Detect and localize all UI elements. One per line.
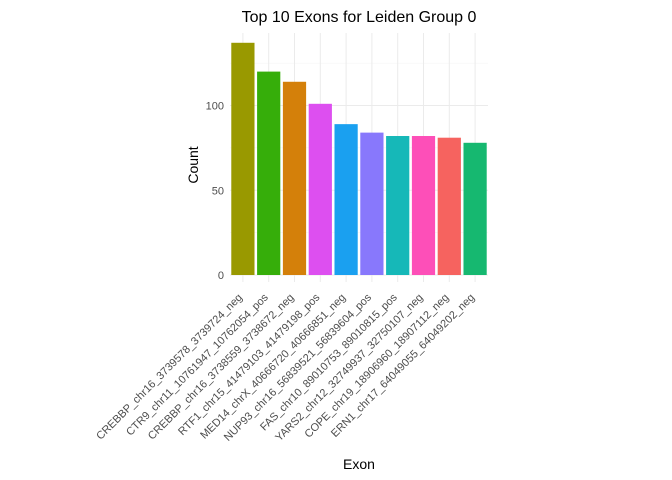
- bar-9: [437, 137, 461, 275]
- bars-group: [231, 42, 487, 276]
- bar-4: [308, 103, 332, 276]
- x-axis-title: Exon: [343, 456, 375, 472]
- bar-2: [257, 71, 281, 275]
- y-axis-title: Count: [185, 146, 201, 183]
- bar-8: [411, 136, 436, 275]
- bar-10: [463, 142, 487, 275]
- bar-7: [386, 136, 410, 275]
- y-tick-label: 50: [212, 185, 224, 197]
- y-tick-label: 0: [218, 270, 224, 282]
- y-tick-label: 100: [206, 101, 224, 113]
- bar-1: [231, 42, 255, 275]
- y-axis-ticks: 0 50 100: [206, 101, 224, 283]
- bar-5: [334, 124, 358, 276]
- bar-6: [360, 132, 384, 275]
- bar-3: [282, 81, 307, 276]
- x-axis-ticks: CREBBP_chr16_3739578_3739724_negCTR9_chr…: [94, 291, 477, 444]
- chart-title: Top 10 Exons for Leiden Group 0: [242, 9, 477, 26]
